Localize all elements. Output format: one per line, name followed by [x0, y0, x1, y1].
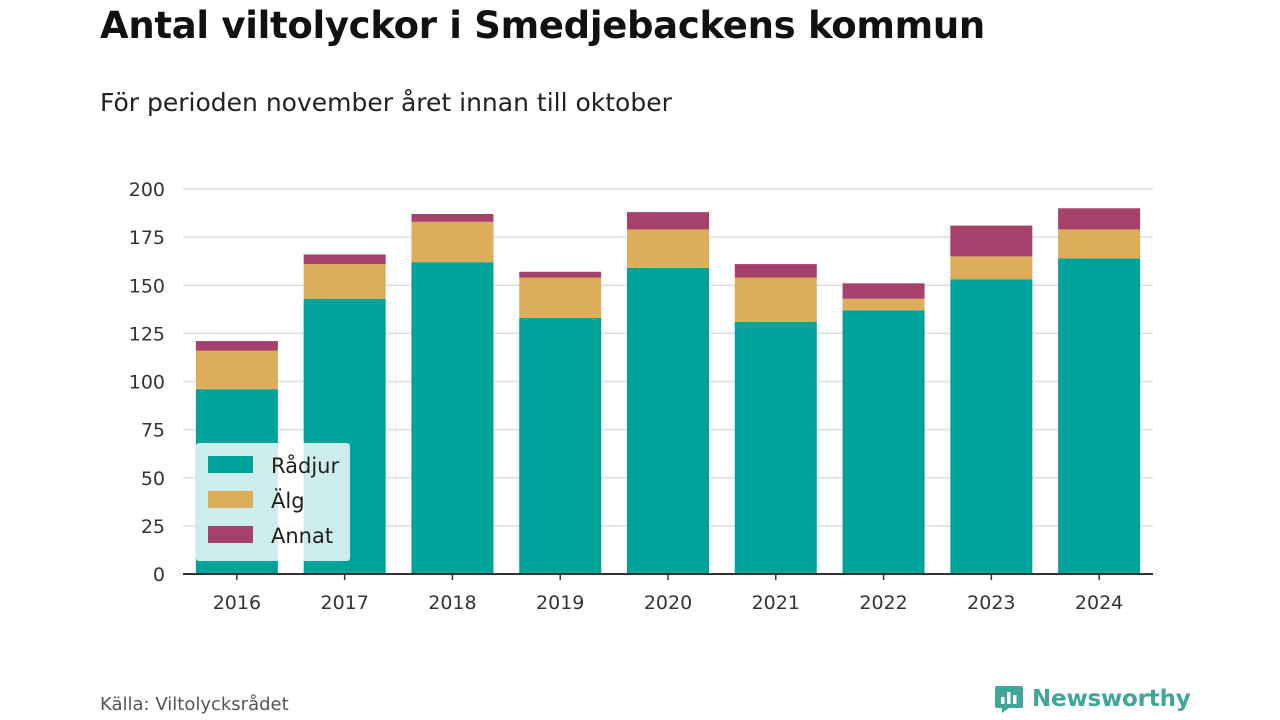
x-tick-label: 2022 [859, 592, 907, 614]
bar-segment-annat [627, 212, 709, 230]
bar-segment-annat [411, 214, 494, 222]
bar-segment-alg [950, 256, 1033, 280]
legend-label: Annat [271, 524, 333, 548]
bar-segment-annat [519, 271, 602, 278]
x-axis: 2016 2017 2018 2019 2020 2021 2022 2023 2024 [183, 573, 1153, 614]
bar-segment-alg [303, 264, 386, 299]
brand-name: Newsworthy [1032, 686, 1191, 712]
bar-segment-radjur [842, 310, 925, 574]
y-tick-label: 75 [141, 420, 165, 442]
bars [195, 208, 1141, 574]
bar-group-2022 [842, 283, 925, 574]
bar-group-2023 [950, 225, 1033, 574]
bar-segment-alg [627, 229, 709, 268]
legend: Rådjur Älg Annat [196, 443, 350, 561]
bar-group-2018 [411, 214, 494, 574]
bar-segment-annat [950, 225, 1033, 257]
chart-title: Antal viltolyckor i Smedjebackens kommun [100, 4, 985, 47]
bar-segment-alg [411, 221, 494, 263]
bar-chart-speech-bubble-icon [995, 686, 1023, 713]
bar-segment-radjur [519, 317, 602, 574]
x-tick-label: 2016 [213, 592, 261, 614]
x-tick-label: 2020 [644, 592, 692, 614]
x-tick-label: 2023 [967, 592, 1015, 614]
x-tick-label: 2021 [752, 592, 800, 614]
bar-segment-alg [519, 277, 602, 318]
x-tick-label: 2024 [1075, 592, 1123, 614]
y-tick-label: 0 [153, 564, 165, 586]
bar-group-2021 [734, 264, 817, 574]
brand-logo: Newsworthy [994, 684, 1191, 714]
bar-segment-annat [842, 283, 925, 299]
legend-label: Rådjur [271, 453, 339, 478]
bar-segment-annat [303, 254, 386, 265]
x-tick-label: 2017 [320, 592, 368, 614]
bar-group-2020 [627, 212, 709, 574]
bar-segment-radjur [411, 262, 494, 574]
bar-segment-radjur [1058, 258, 1141, 574]
y-tick-label: 100 [129, 372, 165, 394]
legend-swatch [208, 526, 253, 543]
legend-swatch [208, 456, 253, 473]
y-tick-label: 150 [129, 275, 165, 297]
bar-segment-annat [1058, 208, 1141, 230]
bar-segment-radjur [950, 279, 1033, 574]
y-tick-label: 175 [129, 227, 165, 249]
bar-segment-alg [195, 350, 278, 390]
bar-group-2019 [519, 271, 602, 574]
source-note: Källa: Viltolycksrådet [100, 694, 289, 715]
bar-segment-alg [1058, 229, 1141, 259]
bar-segment-alg [734, 277, 817, 322]
chart-subtitle: För perioden november året innan till ok… [100, 88, 672, 117]
bar-segment-annat [195, 341, 278, 351]
bar-group-2024 [1058, 208, 1141, 574]
y-tick-label: 50 [141, 468, 165, 490]
bar-segment-radjur [734, 321, 817, 574]
y-tick-label: 125 [129, 323, 165, 345]
y-axis-ticks: 0 25 50 75 100 125 150 175 200 [129, 179, 165, 586]
bar-segment-annat [734, 264, 817, 278]
bar-segment-alg [842, 298, 925, 311]
x-tick-label: 2019 [536, 592, 584, 614]
y-tick-label: 200 [129, 179, 165, 201]
x-tick-label: 2018 [428, 592, 476, 614]
legend-swatch [208, 491, 253, 508]
legend-label: Älg [271, 488, 305, 513]
y-tick-label: 25 [141, 516, 165, 538]
bar-segment-radjur [627, 267, 709, 574]
